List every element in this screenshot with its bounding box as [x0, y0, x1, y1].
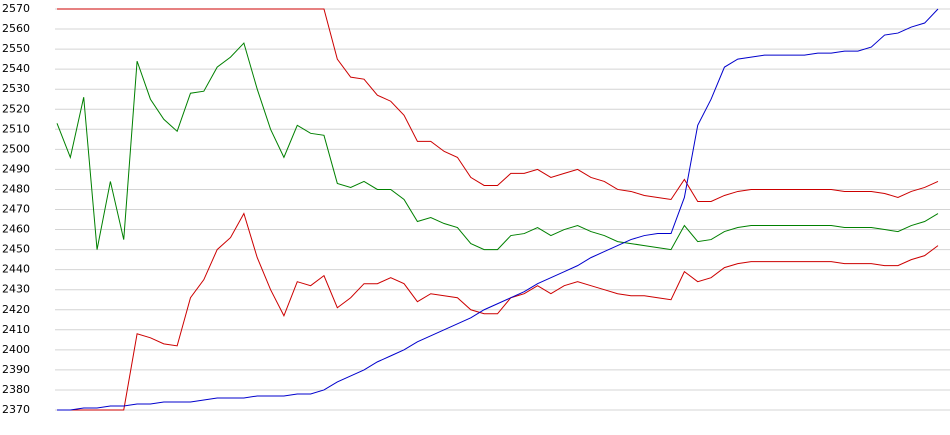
y-tick-label: 2560: [2, 22, 30, 35]
y-tick-label: 2480: [2, 182, 30, 195]
y-tick-label: 2540: [2, 62, 30, 75]
y-tick-label: 2460: [2, 223, 30, 236]
y-tick-label: 2450: [2, 243, 30, 256]
y-tick-label: 2510: [2, 122, 30, 135]
y-tick-label: 2530: [2, 82, 30, 95]
y-tick-label: 2390: [2, 363, 30, 376]
line-series: [57, 8, 939, 202]
y-tick-label: 2430: [2, 283, 30, 296]
y-tick-label: 2470: [2, 203, 30, 216]
y-tick-label: 2410: [2, 323, 30, 336]
line-series: [56, 42, 939, 251]
y-tick-label: 2520: [2, 102, 30, 115]
line-series: [57, 212, 939, 411]
y-tick-label: 2550: [2, 42, 30, 55]
y-tick-label: 2400: [2, 343, 30, 356]
y-tick-label: 2570: [2, 2, 30, 15]
y-tick-label: 2500: [2, 142, 30, 155]
y-tick-label: 2370: [2, 403, 30, 416]
line-series: [57, 8, 939, 411]
y-tick-label: 2490: [2, 162, 30, 175]
y-tick-label: 2380: [2, 383, 30, 396]
y-tick-label: 2420: [2, 303, 30, 316]
y-tick-label: 2440: [2, 263, 30, 276]
